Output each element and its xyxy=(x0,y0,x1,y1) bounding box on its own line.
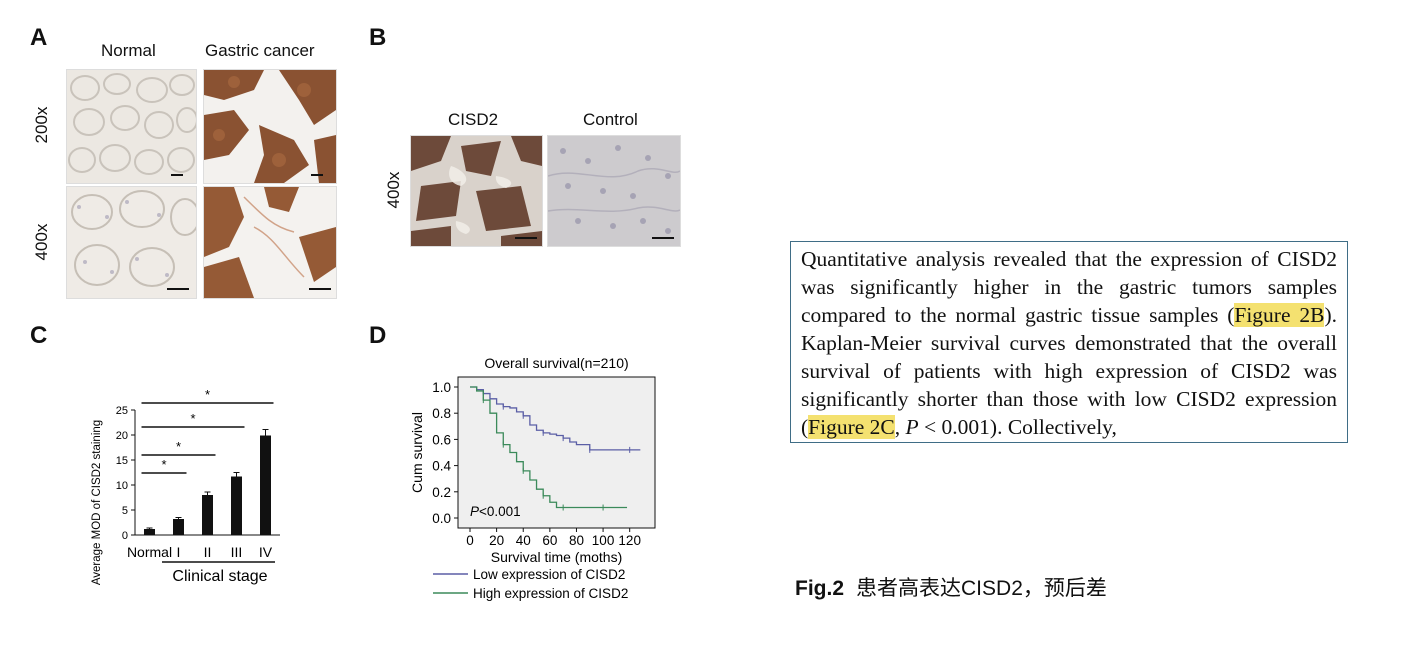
panel-d-letter: D xyxy=(369,322,387,349)
x-tick-label: III xyxy=(231,544,243,560)
y-tick-label: 0.8 xyxy=(432,406,451,421)
panel-a-col-cancer: Gastric cancer xyxy=(205,41,315,60)
y-tick-label: 0.6 xyxy=(432,432,451,447)
x-tick-label: 80 xyxy=(569,533,584,548)
quote-text-box: Quantitative analysis revealed that the … xyxy=(790,241,1348,443)
quote-text-part3: , xyxy=(894,415,906,439)
tissue-image-cisd2-400x xyxy=(410,135,543,247)
figure-caption: Fig.2 患者高表达CISD2，预后差 xyxy=(795,572,1107,602)
panel-b-col-control: Control xyxy=(583,110,638,129)
significance-marker: * xyxy=(161,457,166,472)
p-value-number: <0.001 xyxy=(479,504,521,519)
figure-caption-label: Fig.2 xyxy=(795,577,845,600)
x-tick-label: 60 xyxy=(542,533,557,548)
tissue-image-control-400x xyxy=(547,135,681,247)
x-axis-label: Clinical stage xyxy=(172,568,267,585)
tissue-image-normal-400x xyxy=(66,186,197,299)
y-tick-label: 10 xyxy=(116,480,128,492)
panel-a-col-normal: Normal xyxy=(101,41,156,60)
y-tick-label: 0.2 xyxy=(432,485,451,500)
x-axis-label: Survival time (moths) xyxy=(491,549,622,565)
x-tick-label: IV xyxy=(259,544,273,560)
y-axis-label: Cum survival xyxy=(409,412,425,493)
legend-label-high: High expression of CISD2 xyxy=(473,586,628,601)
bar-ii xyxy=(202,495,213,535)
x-tick-label: II xyxy=(204,544,212,560)
tissue-image-cancer-200x xyxy=(203,69,337,184)
survival-curve-chart: Overall survival(n=210) 0.0 0.2 0.4 0.6 0.8 1.… xyxy=(409,355,656,601)
y-tick-label: 5 xyxy=(122,505,128,517)
y-axis-label: Average MOD of CISD2 staining xyxy=(91,420,103,585)
chart-title: Overall survival(n=210) xyxy=(484,355,628,371)
tissue-image-normal-200x xyxy=(66,69,197,184)
panel-a-row-400: 400x xyxy=(32,223,51,261)
bar-iv xyxy=(260,435,271,535)
y-tick-label: 15 xyxy=(116,455,128,467)
quote-text-part1: Quantitative analysis revealed that the … xyxy=(801,247,1337,327)
significance-marker: * xyxy=(190,411,195,426)
survival-curve-low xyxy=(470,386,641,451)
bar-normal xyxy=(144,529,155,535)
figure-2c-link[interactable]: Figure 2C xyxy=(808,415,895,439)
tissue-image-cancer-400x xyxy=(203,186,337,299)
p-value-symbol: P xyxy=(470,504,479,519)
quote-text-p-italic: P xyxy=(905,415,919,439)
x-tick-label: 0 xyxy=(466,533,474,548)
panel-c-letter: C xyxy=(30,322,48,349)
y-tick-label: 25 xyxy=(116,405,128,417)
y-tick-label: 1.0 xyxy=(432,380,451,395)
quote-text-part4: < 0.001). Collectively, xyxy=(918,415,1117,439)
x-tick-label: 100 xyxy=(592,533,615,548)
quote-text-part2: ). Kaplan-Meier survival curves demonstr… xyxy=(801,303,1338,439)
y-tick-label: 20 xyxy=(116,430,128,442)
panel-a-row-200: 200x xyxy=(32,106,51,144)
significance-marker: * xyxy=(205,387,210,402)
bar-iii xyxy=(231,476,242,535)
y-tick-label: 0.4 xyxy=(432,459,451,474)
significance-marker: * xyxy=(176,439,181,454)
x-tick-label: 40 xyxy=(516,533,531,548)
panel-b-letter: B xyxy=(369,24,387,51)
figure-2b-link[interactable]: Figure 2B xyxy=(1234,303,1325,327)
legend-label-low: Low expression of CISD2 xyxy=(473,567,625,582)
bar-i xyxy=(173,519,184,535)
figure-caption-text: 患者高表达CISD2，预后差 xyxy=(856,577,1107,600)
x-tick-label: I xyxy=(177,544,181,560)
panel-b-col-cisd2: CISD2 xyxy=(448,110,499,129)
p-value-label: P<0.001 xyxy=(470,504,521,519)
y-tick-label: 0.0 xyxy=(432,511,451,526)
x-tick-label: 120 xyxy=(618,533,641,548)
panel-b-row-400: 400x xyxy=(384,171,403,209)
x-tick-label: Normal xyxy=(127,544,172,560)
x-tick-label: 20 xyxy=(489,533,504,548)
y-tick-label: 0 xyxy=(122,530,128,542)
panel-a-letter: A xyxy=(30,24,48,51)
